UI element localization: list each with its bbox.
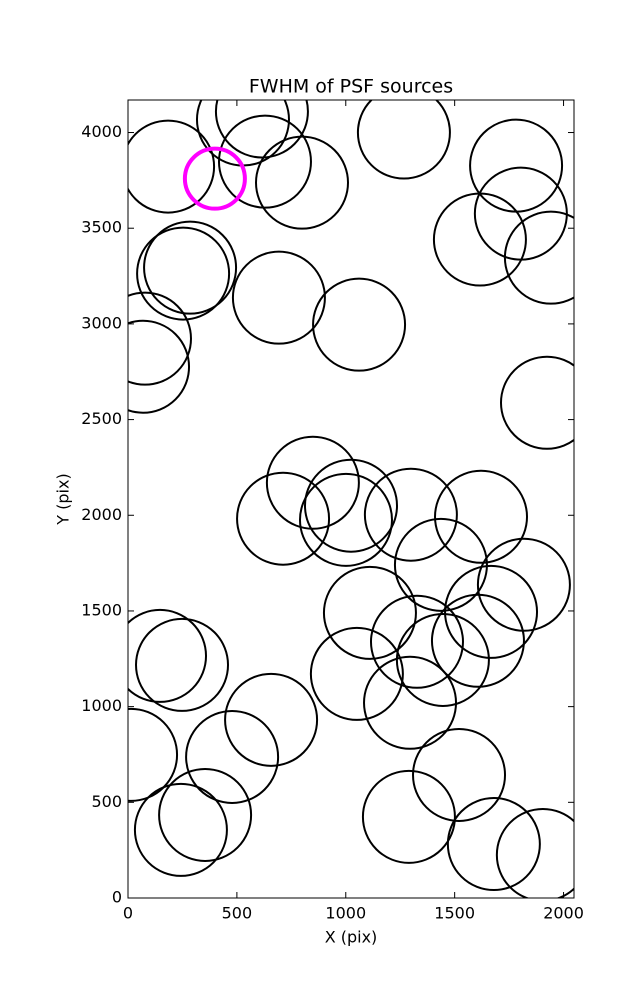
source-circle [128,608,207,703]
source-circle [361,769,456,864]
source-circle [136,226,231,321]
source-circle [185,709,280,804]
plot-area [128,100,574,898]
y-tick-label: 3000 [81,313,122,332]
chart-title: FWHM of PSF sources [249,76,453,98]
source-circle [128,119,216,214]
source-circle [322,565,417,660]
source-circle [231,250,326,345]
x-axis-label: X (pix) [325,928,378,947]
source-circle [255,135,350,230]
source-circle [133,782,228,877]
source-circle [476,537,571,632]
y-tick-label: 500 [91,792,122,811]
source-circle [495,807,574,898]
y-tick-label: 1500 [81,600,122,619]
source-circle [236,471,331,566]
y-tick-label: 0 [112,888,122,907]
y-tick-label: 2000 [81,505,122,524]
source-circle [128,291,192,386]
x-tick-label: 2000 [543,904,584,923]
y-tick-label: 1000 [81,696,122,715]
source-circle [128,319,191,414]
source-circle [412,727,507,822]
source-circle [503,210,574,305]
source-circle [309,626,404,721]
source-circle [363,655,458,750]
source-circle [446,797,541,892]
y-tick-label: 2500 [81,409,122,428]
source-circle [135,617,230,712]
y-tick-label: 4000 [81,122,122,141]
source-circle [298,472,393,567]
source-circle [434,469,529,564]
source-circle [500,355,574,450]
source-circle [217,114,312,209]
source-circle [312,277,407,372]
source-circle [158,767,253,862]
source-circle [128,707,179,802]
source-circle [356,100,451,180]
x-tick-label: 1500 [434,904,475,923]
source-circle [363,467,458,562]
source-circle [444,564,539,659]
source-circle [214,100,309,159]
source-circle [393,517,488,612]
y-tick-label: 3500 [81,218,122,237]
source-circle [369,594,464,689]
source-circle [395,612,490,707]
source-circle [265,435,360,530]
source-circle [304,458,398,553]
source-circle [143,220,238,315]
plot-frame [127,99,575,899]
source-circle [430,593,525,688]
x-tick-label: 500 [222,904,253,923]
y-axis-label: Y (pix) [54,473,73,525]
source-circle [182,146,247,211]
x-tick-label: 1000 [325,904,366,923]
x-tick-label: 0 [123,904,133,923]
source-circle [224,672,319,767]
